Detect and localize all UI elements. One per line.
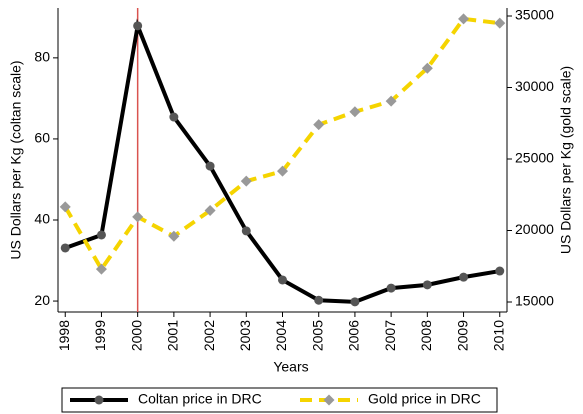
- point: [314, 295, 324, 305]
- point: [94, 395, 104, 405]
- point: [323, 394, 335, 406]
- y2-tick-label: 20000: [515, 221, 554, 237]
- point: [59, 201, 71, 213]
- legend-box: [61, 387, 498, 413]
- point: [349, 106, 361, 118]
- point: [278, 275, 287, 285]
- x-tick-label: 1998: [56, 320, 72, 351]
- point: [133, 21, 143, 31]
- line: [64, 18, 501, 304]
- y-tick-label: 60: [34, 130, 50, 146]
- point: [458, 13, 470, 25]
- y-axis-label: US Dollars per Kg (coltan scale): [8, 60, 24, 259]
- point: [494, 17, 506, 29]
- y2-tick-label: 25000: [515, 150, 554, 166]
- x-tick-label: 2006: [346, 320, 362, 351]
- x-tick-label: 2005: [309, 320, 325, 351]
- point: [241, 226, 251, 236]
- point: [421, 62, 433, 74]
- y-tick-label: 20: [34, 292, 50, 308]
- point: [350, 297, 360, 307]
- x-tick-label: 2009: [454, 320, 470, 351]
- point: [459, 272, 469, 282]
- point: [204, 204, 216, 216]
- x-tick-label: 2010: [490, 320, 506, 351]
- y2-tick-label: 35000: [515, 7, 554, 23]
- point: [96, 230, 106, 240]
- point: [386, 283, 396, 293]
- point: [385, 95, 397, 107]
- y-tick-label: 80: [34, 49, 50, 65]
- point: [277, 165, 288, 177]
- x-tick-label: 2002: [201, 320, 217, 351]
- x-tick-label: 1999: [92, 320, 108, 351]
- point: [168, 230, 180, 242]
- point: [95, 263, 107, 275]
- x-tick-label: 2008: [418, 320, 434, 351]
- y2-tick-label: 30000: [515, 78, 554, 94]
- point: [60, 243, 70, 253]
- legend-label: Gold price in DRC: [368, 391, 481, 407]
- y-tick-label: 40: [34, 211, 50, 227]
- x-axis-label: Years: [273, 359, 308, 375]
- x-tick-label: 2001: [165, 320, 181, 351]
- legend-label: Coltan price in DRC: [138, 391, 262, 407]
- point: [313, 119, 325, 131]
- x-tick-label: 2000: [128, 320, 144, 351]
- x-tick-label: 2007: [382, 320, 398, 351]
- y2-axis-label: US Dollars per Kg (gold scale): [558, 66, 574, 254]
- point: [422, 280, 432, 290]
- point: [240, 175, 252, 187]
- y2-tick-label: 15000: [515, 293, 554, 309]
- point: [169, 112, 179, 122]
- point: [132, 211, 144, 223]
- point: [495, 266, 505, 276]
- x-tick-label: 2003: [237, 320, 253, 351]
- x-tick-label: 2004: [273, 320, 289, 351]
- point: [205, 161, 215, 171]
